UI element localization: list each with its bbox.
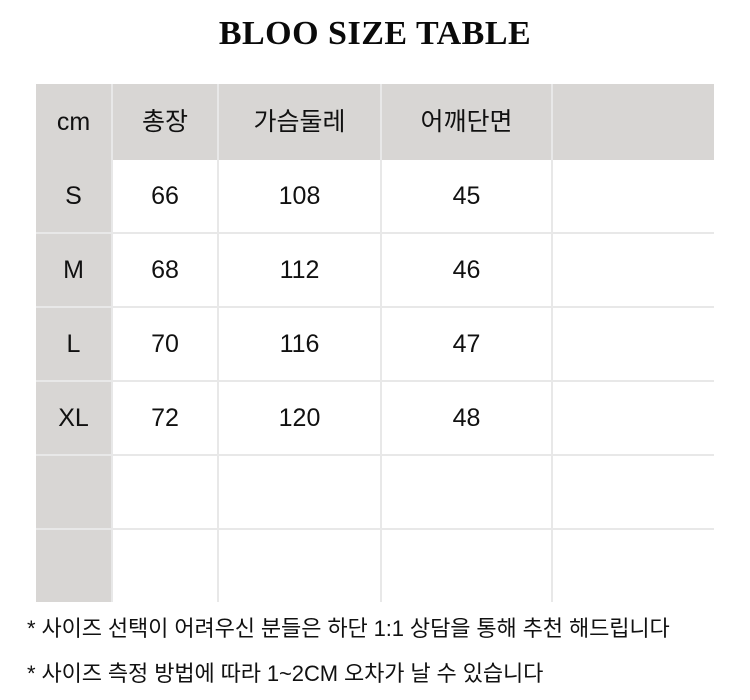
cell-chest-value: 116 [279, 329, 320, 358]
cell-extra [553, 456, 714, 530]
size-table-container: cm 총장 가슴둘레 어깨단면 [36, 84, 714, 602]
table-row: M 68 112 46 [36, 234, 714, 308]
cell-shoulder-value: 46 [452, 255, 481, 284]
notes-section: * 사이즈 선택이 어려우신 분들은 하단 1:1 상담을 통해 추천 해드립니… [27, 606, 737, 696]
cell-extra [553, 382, 714, 456]
cell-chest: 112 [219, 234, 382, 308]
row-size-label: M [36, 234, 113, 308]
column-header-shoulder: 어깨단면 [382, 84, 553, 160]
column-header-length-label: 총장 [141, 107, 188, 136]
column-header-length: 총장 [113, 84, 219, 160]
cell-chest-value: 108 [278, 181, 321, 210]
cell-chest: 120 [219, 382, 382, 456]
table-row: S 66 108 45 [36, 160, 714, 234]
cell-shoulder: 45 [382, 160, 553, 234]
row-size-text: M [63, 255, 84, 284]
column-header-chest-label: 가슴둘레 [253, 107, 346, 136]
column-header-unit-label: cm [56, 107, 91, 136]
cell-extra [553, 530, 714, 602]
cell-extra [553, 308, 714, 382]
column-header-empty [553, 84, 714, 160]
cell-chest-value: 112 [279, 255, 320, 284]
table-row: L 70 116 47 [36, 308, 714, 382]
cell-shoulder-value: 45 [452, 181, 481, 210]
column-header-unit: cm [36, 84, 113, 160]
size-table-header: cm 총장 가슴둘레 어깨단면 [36, 84, 714, 160]
cell-length: 68 [113, 234, 219, 308]
row-size-text: XL [58, 403, 89, 432]
cell-shoulder [382, 530, 553, 602]
cell-extra [553, 160, 714, 234]
cell-length [113, 530, 219, 602]
cell-chest [219, 530, 382, 602]
cell-shoulder: 46 [382, 234, 553, 308]
cell-length [113, 456, 219, 530]
cell-shoulder: 48 [382, 382, 553, 456]
size-table: cm 총장 가슴둘레 어깨단면 [36, 84, 714, 602]
cell-length-value: 66 [151, 181, 179, 210]
cell-shoulder: 47 [382, 308, 553, 382]
cell-shoulder-value: 48 [452, 403, 481, 432]
row-size-label [36, 456, 113, 530]
size-table-body: S 66 108 45 [36, 160, 714, 602]
note-measurement-tolerance: * 사이즈 측정 방법에 따라 1~2CM 오차가 날 수 있습니다 [27, 661, 544, 686]
cell-chest [219, 456, 382, 530]
cell-length: 66 [113, 160, 219, 234]
table-row-empty [36, 456, 714, 530]
cell-shoulder [382, 456, 553, 530]
table-row-empty [36, 530, 714, 602]
column-header-chest: 가슴둘레 [219, 84, 382, 160]
row-size-text: L [66, 329, 81, 358]
cell-chest: 108 [219, 160, 382, 234]
cell-extra [553, 234, 714, 308]
cell-chest: 116 [219, 308, 382, 382]
note-consultation: * 사이즈 선택이 어려우신 분들은 하단 1:1 상담을 통해 추천 해드립니… [27, 616, 670, 641]
cell-length-value: 72 [151, 403, 179, 432]
row-size-label [36, 530, 113, 602]
row-size-label: S [36, 160, 113, 234]
table-header-row: cm 총장 가슴둘레 어깨단면 [36, 84, 714, 160]
row-size-label: XL [36, 382, 113, 456]
cell-length-value: 68 [151, 255, 179, 284]
cell-chest-value: 120 [278, 403, 321, 432]
cell-length-value: 70 [151, 329, 179, 358]
page-title: BLOO SIZE TABLE [218, 15, 532, 52]
row-size-label: L [36, 308, 113, 382]
cell-shoulder-value: 47 [452, 329, 481, 358]
cell-length: 70 [113, 308, 219, 382]
column-header-shoulder-label: 어깨단면 [420, 107, 513, 136]
row-size-text: S [65, 181, 82, 210]
cell-length: 72 [113, 382, 219, 456]
table-row: XL 72 120 48 [36, 382, 714, 456]
